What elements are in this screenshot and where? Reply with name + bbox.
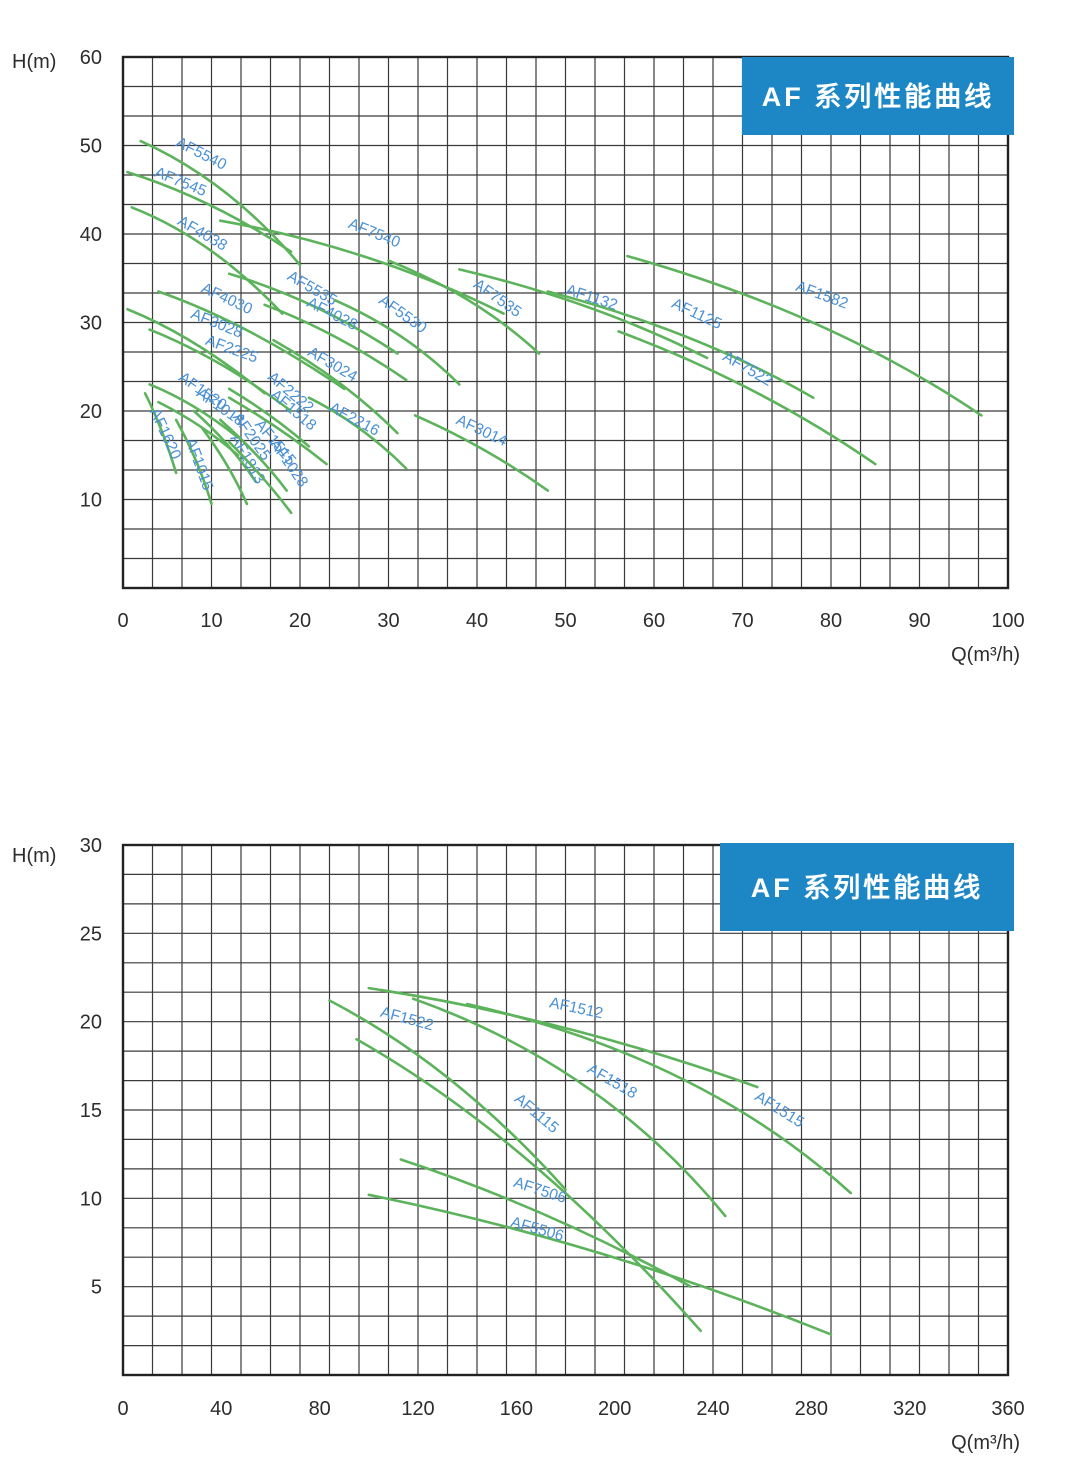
y-tick-label: 10 [80,490,102,512]
curve-AF1015 [174,418,213,506]
curve-label-AF5530: AF5530 [375,292,430,337]
series-banner [742,57,1014,135]
curve-label-AF1522: AF1522 [378,1004,435,1034]
curve-AF1132 [458,268,709,360]
curve-AF4030 [157,290,346,391]
y-tick-label: 40 [80,224,102,246]
curve-AF1582 [626,254,983,417]
x-tick-label: 240 [696,1398,729,1420]
x-tick-label: 120 [401,1398,434,1420]
x-tick-label: 160 [500,1398,533,1420]
curve-label-AF7506: AF7506 [511,1174,568,1207]
curve-AF5535 [227,272,399,355]
grid-border [121,55,1010,590]
curve-label-AF7535: AF7535 [470,276,524,321]
y-tick-label: 10 [80,1188,102,1210]
x-tick-label: 360 [991,1398,1024,1420]
series-banner-title: AF 系列性能曲线 [751,872,984,903]
x-tick-label: 60 [643,610,665,632]
x-tick-label: 100 [991,610,1024,632]
y-tick-label: 30 [80,835,102,857]
curve-AF1512 [367,986,759,1089]
curve-label-AF1518: AF1518 [584,1060,640,1102]
curve-label-AF7540: AF7540 [346,215,403,251]
series-banner-title: AF 系列性能曲线 [762,81,995,112]
chart-bottom: AF1522 AF1512AF1518AF1515AF1115AF7506AF55… [12,835,1025,1454]
curve-AF3014 [413,414,550,492]
curve-AF1028 [227,440,293,515]
curve-label-AF3014: AF3014 [453,412,510,451]
x-axis-title: Q(m³/h) [951,1432,1020,1454]
y-tick-label: 20 [80,401,102,423]
curve-AF2216 [307,396,408,470]
y-axis-title: H(m) [12,51,56,73]
curve-label-AF7545: AF7545 [152,164,209,200]
x-tick-label: 70 [731,610,753,632]
curve-AF1522 [328,999,567,1191]
x-tick-label: 40 [466,610,488,632]
y-tick-label: 15 [80,1100,102,1122]
y-tick-label: 25 [80,923,102,945]
x-tick-label: 20 [289,610,311,632]
grid-lines [122,56,1009,589]
x-tick-label: 80 [820,610,842,632]
curve-AF2222 [227,387,311,448]
series-banner [720,843,1014,931]
curve-AF5506 [367,1193,833,1336]
curve-AF1518 [411,997,727,1218]
curve-AF1515 [465,1002,852,1195]
x-axis-title: Q(m³/h) [951,644,1020,666]
x-tick-label: 280 [795,1398,828,1420]
curve-AF1518 [227,396,328,466]
curve-AF3024 [272,338,399,435]
curve-AF2225 [148,328,293,413]
curve-AF7522 [617,330,877,466]
curve-AF7540 [219,219,505,315]
x-tick-label: 200 [598,1398,631,1420]
y-tick-label: 5 [91,1277,102,1299]
curve-AF7535 [387,259,541,355]
x-tick-label: 40 [210,1398,232,1420]
curve-AF4028 [263,303,408,382]
curve-AF1620 [143,392,178,475]
curve-AF1115 [355,1038,702,1333]
curve-label-AF7522: AF7522 [720,348,776,390]
grid-border [121,843,1010,1377]
x-tick-label: 90 [908,610,930,632]
x-tick-label: 30 [377,610,399,632]
curve-label-AF1512: AF1512 [548,994,605,1022]
x-tick-label: 320 [893,1398,926,1420]
x-tick-label: 0 [117,610,128,632]
curve-AF1515 [219,418,288,492]
y-tick-label: 20 [80,1012,102,1034]
curve-AF1125 [546,290,815,399]
x-tick-label: 0 [117,1398,128,1420]
curve-AF7545 [126,170,293,253]
y-tick-label: 60 [80,47,102,69]
curve-AF4038 [130,206,284,315]
curve-AF1813 [201,427,249,506]
curve-AF2025 [192,409,258,484]
y-tick-label: 30 [80,313,102,335]
x-tick-label: 80 [309,1398,331,1420]
y-tick-label: 50 [80,136,102,158]
curve-label-AF5506: AF5506 [509,1214,566,1245]
curve-AF7506 [399,1158,693,1288]
curve-label-AF1125: AF1125 [669,295,724,333]
curve-label-AF2216: AF2216 [326,399,382,440]
x-tick-label: 10 [200,610,222,632]
y-axis-title: H(m) [12,845,56,867]
curve-AF1520 [148,383,240,439]
x-tick-label: 50 [554,610,576,632]
curve-AF5530 [334,299,461,386]
